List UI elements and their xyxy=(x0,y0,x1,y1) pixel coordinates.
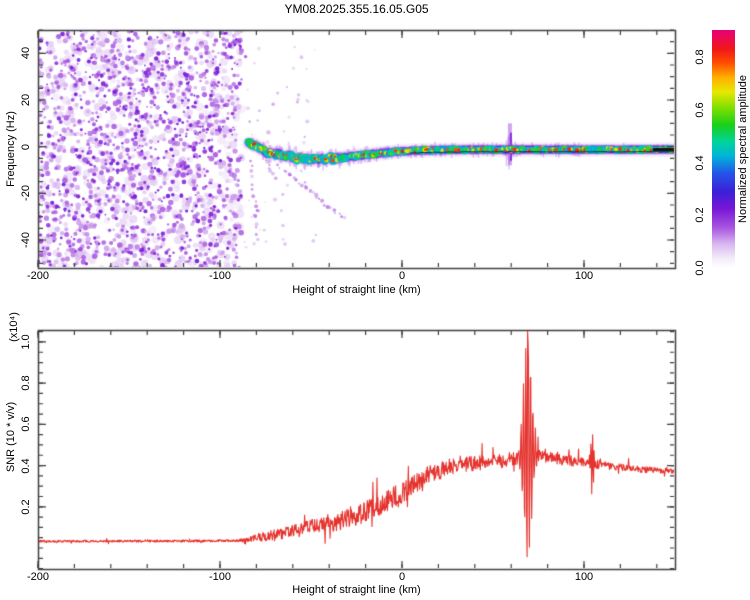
tick-label: 0.8 xyxy=(694,49,706,66)
tick-label: -100 xyxy=(208,270,232,282)
tick-label: 0.4 xyxy=(694,155,706,171)
colorbar xyxy=(712,30,735,268)
tick-label: 100 xyxy=(574,571,594,583)
tick-label: 0 xyxy=(398,571,406,583)
tick-label: 0.2 xyxy=(694,207,706,223)
bottom-yaxis-title: SNR (10 * v/v) xyxy=(5,401,17,473)
top-yaxis-title: Frequency (Hz) xyxy=(5,111,17,187)
tick-label: -40 xyxy=(20,232,32,248)
tick-label: 0.6 xyxy=(694,102,706,118)
tick-label: 0 xyxy=(398,270,406,282)
tick-label: -20 xyxy=(20,185,32,202)
tick-label: 0.6 xyxy=(20,416,32,433)
tick-label: -200 xyxy=(26,270,50,282)
bottom-xaxis-title: Height of straight line (km) xyxy=(292,584,421,596)
tick-label: -200 xyxy=(26,571,50,583)
figure-title: YM08.2025.355.16.05.G05 xyxy=(284,2,429,16)
top-xaxis-title: Height of straight line (km) xyxy=(292,284,421,296)
tick-label: 100 xyxy=(574,270,594,282)
tick-label: 0.8 xyxy=(20,375,32,391)
tick-label: 1.0 xyxy=(20,334,32,350)
tick-label: 20 xyxy=(20,93,32,107)
tick-label: 40 xyxy=(20,47,32,60)
tick-label: 0.2 xyxy=(20,499,32,515)
tick-label: 0.0 xyxy=(694,260,706,276)
bottom-yaxis-scale: (x10⁴) xyxy=(8,312,20,342)
colorbar-title: Normalized spectral amplitude xyxy=(737,75,749,223)
tick-label: 0.4 xyxy=(20,457,32,474)
tick-label: -100 xyxy=(208,571,232,583)
tick-label: 0 xyxy=(20,143,32,150)
